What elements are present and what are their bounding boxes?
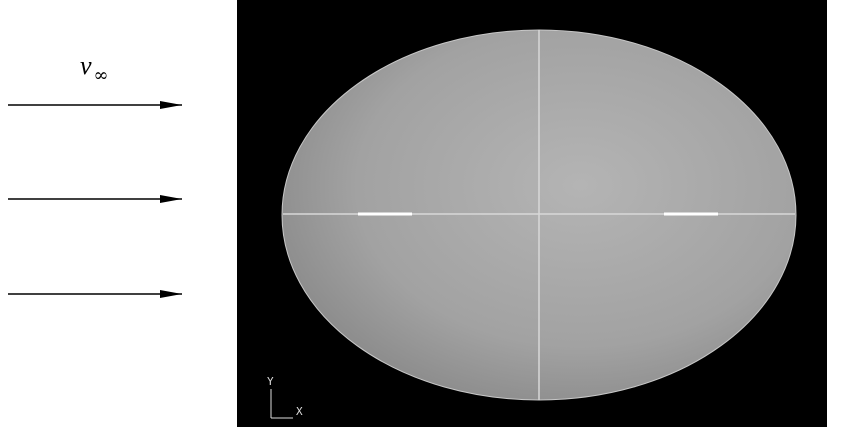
flow-label: v∞ (80, 51, 109, 86)
triad-x-label: X (296, 405, 303, 418)
flow-subscript: ∞ (94, 65, 109, 86)
flow-symbol: v (80, 51, 92, 80)
figure: v∞ Y X (0, 0, 857, 429)
triad-y-label: Y (267, 375, 274, 388)
